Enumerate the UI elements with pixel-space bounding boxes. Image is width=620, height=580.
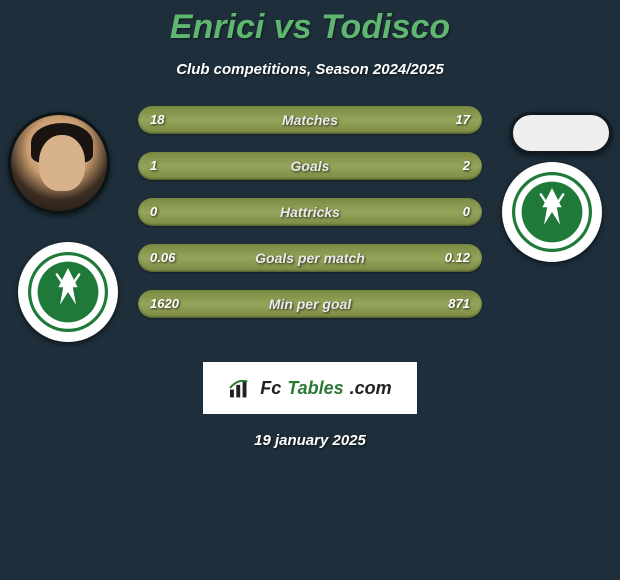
club-crest-right <box>502 162 602 262</box>
stat-value-right: 0 <box>451 198 482 226</box>
bar-chart-icon <box>228 377 254 399</box>
stats-bars: 18 Matches 17 1 Goals 2 0 Hattricks 0 0.06 Goals p… <box>138 106 482 336</box>
stat-value-left: 1 <box>138 152 169 180</box>
logo-text-tables: Tables <box>287 378 343 399</box>
comparison-area: 18 Matches 17 1 Goals 2 0 Hattricks 0 0.06 Goals p… <box>0 100 620 340</box>
stat-row: 18 Matches 17 <box>138 106 482 134</box>
wolf-crest-icon <box>512 172 592 252</box>
fctables-logo: Fc Tables .com <box>203 362 417 414</box>
player-right-avatar-placeholder <box>510 112 612 154</box>
stat-row: 1 Goals 2 <box>138 152 482 180</box>
stat-label: Min per goal <box>269 296 351 312</box>
stat-label: Hattricks <box>280 204 340 220</box>
player-left-avatar <box>8 112 110 214</box>
logo-text-com: .com <box>350 378 392 399</box>
page-title: Enrici vs Todisco <box>0 0 620 47</box>
stat-row: 0.06 Goals per match 0.12 <box>138 244 482 272</box>
stat-value-left: 0.06 <box>138 244 187 272</box>
stat-value-right: 17 <box>444 106 482 134</box>
stat-value-left: 18 <box>138 106 176 134</box>
stat-row: 0 Hattricks 0 <box>138 198 482 226</box>
subtitle: Club competitions, Season 2024/2025 <box>0 61 620 78</box>
club-crest-left <box>18 242 118 342</box>
wolf-crest-icon <box>28 252 108 332</box>
stat-value-right: 871 <box>436 290 482 318</box>
date-label: 19 january 2025 <box>0 432 620 449</box>
stat-value-right: 2 <box>451 152 482 180</box>
logo-text-fc: Fc <box>260 378 281 399</box>
stat-value-right: 0.12 <box>433 244 482 272</box>
stat-row: 1620 Min per goal 871 <box>138 290 482 318</box>
stat-value-left: 1620 <box>138 290 191 318</box>
stat-label: Goals <box>291 158 330 174</box>
stat-label: Matches <box>282 112 338 128</box>
stat-value-left: 0 <box>138 198 169 226</box>
stat-label: Goals per match <box>255 250 365 266</box>
